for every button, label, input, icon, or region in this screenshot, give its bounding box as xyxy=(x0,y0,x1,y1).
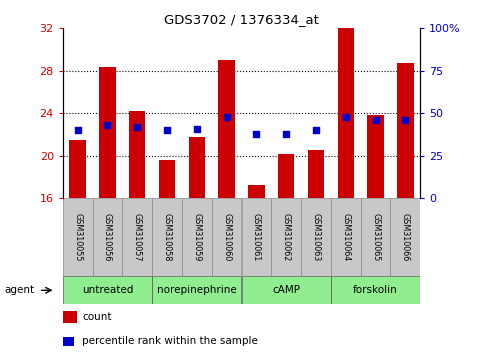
Bar xyxy=(122,198,152,276)
Text: GSM310058: GSM310058 xyxy=(163,213,171,261)
Text: GSM310061: GSM310061 xyxy=(252,213,261,261)
Text: norepinephrine: norepinephrine xyxy=(157,285,237,295)
Bar xyxy=(212,198,242,276)
Text: GSM310057: GSM310057 xyxy=(133,213,142,262)
Point xyxy=(282,131,290,137)
Text: GSM310065: GSM310065 xyxy=(371,213,380,261)
Bar xyxy=(368,115,384,198)
Text: GSM310064: GSM310064 xyxy=(341,213,350,261)
Point xyxy=(74,127,82,133)
Bar xyxy=(63,337,73,346)
Bar xyxy=(189,137,205,198)
Bar xyxy=(242,276,331,304)
Point xyxy=(133,124,141,130)
Text: GSM310063: GSM310063 xyxy=(312,213,320,261)
Title: GDS3702 / 1376334_at: GDS3702 / 1376334_at xyxy=(164,13,319,26)
Bar xyxy=(152,198,182,276)
Point xyxy=(401,117,409,123)
Bar xyxy=(278,154,294,198)
Bar xyxy=(331,198,361,276)
Point xyxy=(372,117,380,123)
Bar xyxy=(397,63,413,198)
Bar xyxy=(182,198,212,276)
Bar xyxy=(218,60,235,198)
Point xyxy=(163,127,171,133)
Bar xyxy=(129,111,145,198)
Point xyxy=(253,131,260,137)
Bar xyxy=(159,160,175,198)
Bar xyxy=(63,198,93,276)
Text: GSM310055: GSM310055 xyxy=(73,213,82,262)
Text: agent: agent xyxy=(5,285,35,295)
Bar xyxy=(93,198,122,276)
Bar xyxy=(390,198,420,276)
Text: cAMP: cAMP xyxy=(272,285,300,295)
Text: forskolin: forskolin xyxy=(353,285,398,295)
Bar xyxy=(63,276,152,304)
Bar xyxy=(242,198,271,276)
Bar xyxy=(301,198,331,276)
Bar xyxy=(63,312,77,323)
Text: GSM310066: GSM310066 xyxy=(401,213,410,261)
Text: GSM310056: GSM310056 xyxy=(103,213,112,261)
Bar xyxy=(99,67,115,198)
Bar xyxy=(338,28,354,198)
Bar xyxy=(331,276,420,304)
Text: untreated: untreated xyxy=(82,285,133,295)
Point xyxy=(223,114,230,120)
Bar xyxy=(308,150,324,198)
Bar xyxy=(271,198,301,276)
Point xyxy=(312,127,320,133)
Bar xyxy=(361,198,390,276)
Point xyxy=(104,122,112,128)
Point xyxy=(342,114,350,120)
Text: GSM310059: GSM310059 xyxy=(192,213,201,262)
Bar xyxy=(248,185,265,198)
Bar xyxy=(152,276,242,304)
Text: count: count xyxy=(83,312,112,322)
Bar xyxy=(70,140,86,198)
Text: percentile rank within the sample: percentile rank within the sample xyxy=(83,336,258,346)
Text: GSM310062: GSM310062 xyxy=(282,213,291,261)
Point xyxy=(193,126,201,131)
Text: GSM310060: GSM310060 xyxy=(222,213,231,261)
